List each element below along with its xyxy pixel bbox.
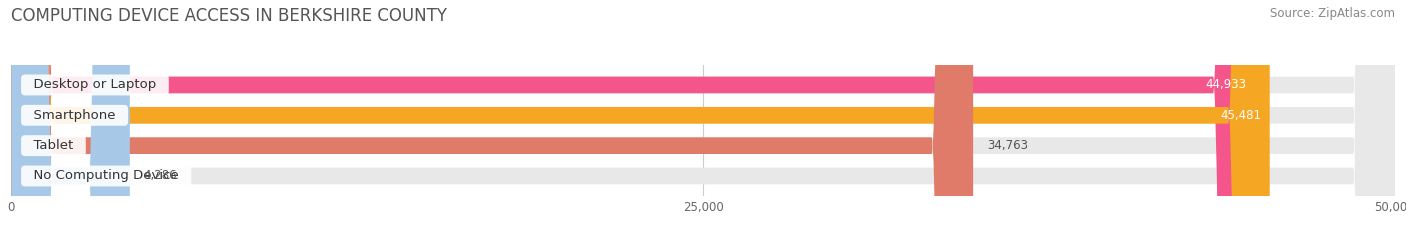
Text: Tablet: Tablet (25, 139, 82, 152)
FancyBboxPatch shape (11, 0, 1395, 233)
FancyBboxPatch shape (11, 0, 1254, 233)
Text: 4,286: 4,286 (143, 169, 177, 182)
FancyBboxPatch shape (11, 0, 1395, 233)
FancyBboxPatch shape (11, 0, 129, 233)
FancyBboxPatch shape (11, 0, 1395, 233)
Text: 45,481: 45,481 (1220, 109, 1261, 122)
FancyBboxPatch shape (11, 0, 973, 233)
Text: No Computing Device: No Computing Device (25, 169, 187, 182)
Text: 34,763: 34,763 (987, 139, 1028, 152)
Text: 44,933: 44,933 (1205, 79, 1246, 92)
Text: Smartphone: Smartphone (25, 109, 124, 122)
Text: COMPUTING DEVICE ACCESS IN BERKSHIRE COUNTY: COMPUTING DEVICE ACCESS IN BERKSHIRE COU… (11, 7, 447, 25)
Text: Desktop or Laptop: Desktop or Laptop (25, 79, 165, 92)
Text: Source: ZipAtlas.com: Source: ZipAtlas.com (1270, 7, 1395, 20)
FancyBboxPatch shape (11, 0, 1270, 233)
FancyBboxPatch shape (11, 0, 1395, 233)
